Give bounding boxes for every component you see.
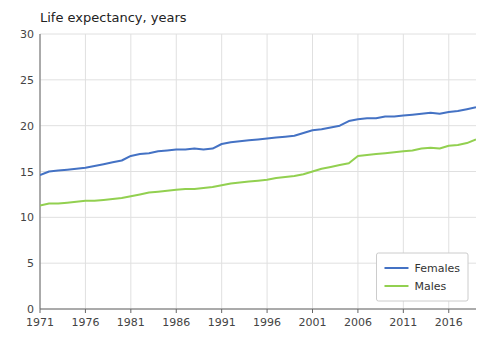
- y-grid-line: [40, 217, 476, 218]
- legend-label: Females: [414, 262, 460, 275]
- x-grid-line: [176, 34, 177, 309]
- x-tick: [448, 309, 449, 313]
- y-tick-label: 10: [20, 211, 34, 224]
- x-tick: [85, 309, 86, 313]
- x-tick: [221, 309, 222, 313]
- x-grid-line: [130, 34, 131, 309]
- x-tick: [357, 309, 358, 313]
- y-tick-label: 30: [20, 28, 34, 41]
- y-tick-label: 15: [20, 166, 34, 179]
- lines: [40, 107, 476, 205]
- x-tick-label: 2001: [299, 316, 327, 329]
- x-grid-line: [357, 34, 358, 309]
- y-grid-line: [40, 171, 476, 172]
- chart: Life expectancy, years 0 5 10 15 20 25 30 1971 19…: [0, 0, 492, 339]
- x-grid-line: [85, 34, 86, 309]
- x-tick: [40, 309, 41, 313]
- x-tick: [130, 309, 131, 313]
- x-tick: [403, 309, 404, 313]
- x-tick: [312, 309, 313, 313]
- legend-box: [376, 253, 468, 301]
- x-tick-label: 2006: [344, 316, 372, 329]
- x-tick-label: 1981: [117, 316, 145, 329]
- series-line: [40, 139, 476, 205]
- x-grid-line: [40, 34, 41, 309]
- y-tick-label: 5: [27, 257, 34, 270]
- x-axis-line: [40, 309, 476, 310]
- x-tick: [176, 309, 177, 313]
- y-grid-line: [40, 125, 476, 126]
- x-tick: [267, 309, 268, 313]
- legend-label: Males: [414, 280, 446, 293]
- y-grid-line: [40, 309, 476, 310]
- x-tick-label: 1991: [208, 316, 236, 329]
- x-grid-line: [221, 34, 222, 309]
- legend-swatch: [384, 267, 408, 269]
- y-axis-line: [40, 34, 41, 309]
- legend: Females Males: [376, 253, 468, 301]
- x-grid-line: [267, 34, 268, 309]
- y-grid-line: [40, 34, 476, 35]
- title: Life expectancy, years: [40, 10, 187, 25]
- x-tick-label: 2016: [435, 316, 463, 329]
- y-tick-label: 25: [20, 74, 34, 87]
- x-tick-label: 2011: [389, 316, 417, 329]
- x-tick-label: 1976: [71, 316, 99, 329]
- x-tick-label: 1996: [253, 316, 281, 329]
- series-line: [40, 107, 476, 175]
- x-tick-label: 1971: [26, 316, 54, 329]
- y-grid-line: [40, 79, 476, 80]
- legend-swatch: [384, 285, 408, 287]
- y-tick-label: 20: [20, 120, 34, 133]
- grid: [40, 34, 476, 309]
- y-tick-label: 0: [27, 303, 34, 316]
- x-tick-label: 1986: [162, 316, 190, 329]
